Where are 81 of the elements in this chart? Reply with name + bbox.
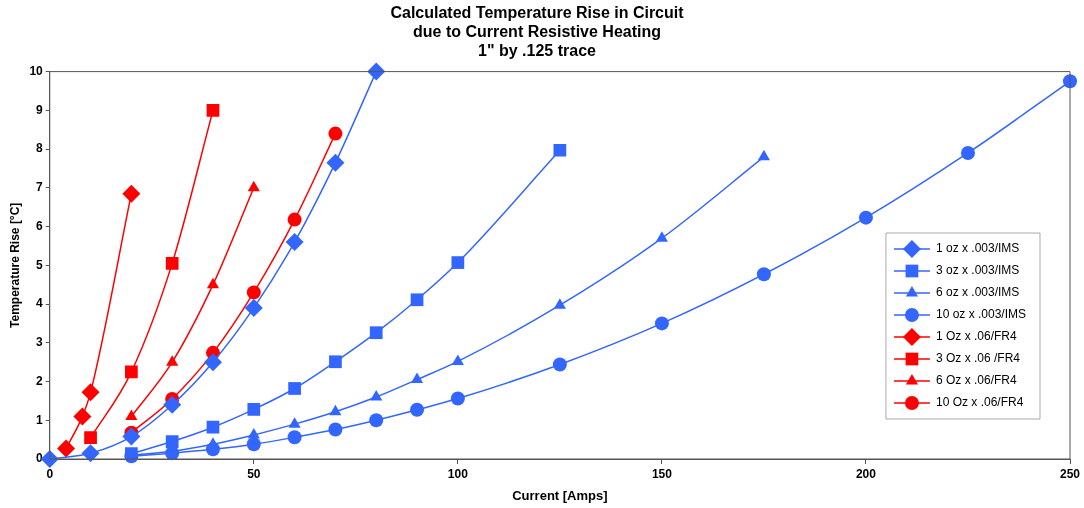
legend-label: 6 Oz x .06/FR4: [935, 373, 1017, 388]
point: [285, 233, 304, 252]
x-tick-label: 0: [46, 466, 54, 481]
point: [410, 402, 425, 417]
point: [206, 103, 220, 117]
point: [858, 210, 873, 225]
point: [451, 354, 464, 365]
legend-label: 1 oz x .003/IMS: [935, 241, 1020, 256]
point: [328, 422, 343, 437]
point: [206, 420, 220, 434]
point: [553, 143, 567, 157]
point: [329, 404, 342, 416]
point: [81, 383, 100, 402]
legend-label: 1 Oz x .06/FR4: [935, 329, 1017, 344]
point: [125, 365, 138, 379]
point: [165, 435, 179, 448]
point: [369, 413, 384, 428]
y-tick-label: 2: [36, 373, 44, 388]
y-tick-label: 9: [36, 102, 44, 117]
point: [244, 298, 263, 317]
point: [288, 417, 301, 428]
point: [73, 407, 92, 426]
point: [287, 212, 302, 227]
text: due to Current Resistive Heating: [412, 23, 662, 41]
point: [329, 355, 342, 369]
point: [369, 326, 383, 340]
point: [84, 431, 97, 445]
point: [756, 267, 771, 282]
text: Calculated Temperature Rise in Circuit: [390, 4, 684, 22]
point: [328, 126, 343, 141]
x-tick-label: 150: [651, 466, 673, 481]
point: [247, 403, 261, 416]
point: [246, 437, 261, 452]
point: [654, 316, 669, 331]
y-tick-label: 1: [36, 412, 44, 427]
point: [960, 145, 975, 160]
x-tick-label: 100: [447, 466, 469, 481]
point: [122, 427, 141, 446]
legend-label: 3 Oz x .06 /FR4: [935, 351, 1021, 366]
point: [287, 430, 302, 445]
legend-label: 10 Oz x .06/FR4: [935, 395, 1024, 410]
y-tick-label: 6: [36, 218, 44, 233]
point: [57, 439, 76, 458]
text: 1" by .125 trace: [478, 42, 596, 60]
y-tick-label: 0: [36, 451, 44, 466]
point: [165, 257, 179, 270]
x-tick-label: 200: [855, 466, 877, 481]
x-axis-title: Current [Amps]: [512, 487, 608, 503]
point: [125, 409, 138, 420]
point: [370, 390, 383, 401]
point: [288, 382, 301, 395]
y-axis-title: Temperature Rise [°C]: [7, 202, 22, 328]
y-tick-label: 10: [29, 63, 44, 78]
y-tick-label: 7: [36, 180, 44, 195]
point: [757, 149, 770, 161]
x-tick-label: 50: [247, 466, 261, 481]
legend-label: 3 oz x .003/IMS: [935, 263, 1020, 278]
x-tick-label: 250: [1059, 466, 1081, 481]
legend-label: 10 oz x .003/IMS: [935, 307, 1026, 322]
point: [163, 395, 182, 414]
legend-label: 6 oz x .003/IMS: [935, 285, 1020, 300]
point: [246, 285, 261, 300]
point: [206, 277, 220, 289]
point: [122, 184, 141, 203]
point: [552, 357, 567, 372]
y-tick-label: 3: [36, 335, 44, 350]
point: [450, 391, 465, 406]
y-tick-label: 4: [36, 296, 44, 311]
point: [451, 256, 465, 269]
point: [326, 153, 345, 172]
y-tick-label: 5: [36, 257, 44, 272]
point: [203, 353, 222, 372]
point: [410, 372, 424, 384]
point: [553, 298, 566, 309]
point: [166, 355, 179, 366]
point: [655, 231, 668, 242]
y-tick-label: 8: [36, 141, 44, 156]
point: [410, 293, 424, 307]
point: [81, 444, 100, 463]
point: [247, 427, 260, 439]
point: [247, 180, 260, 192]
